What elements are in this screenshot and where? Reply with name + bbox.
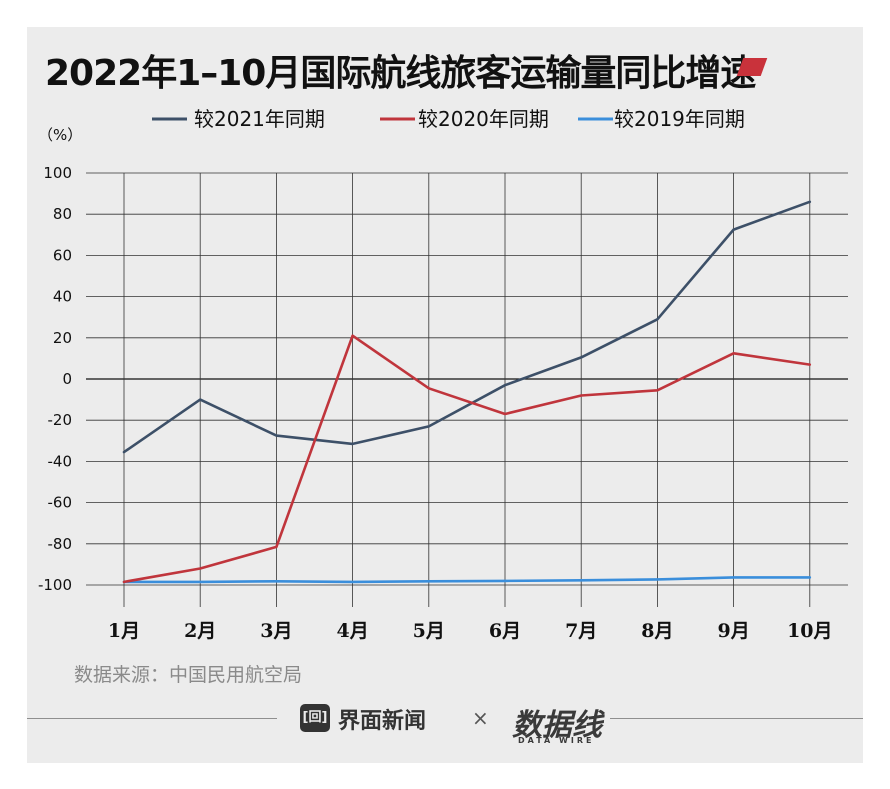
- jiemian-brand-name: 界面新闻: [338, 709, 427, 734]
- footer-divider-right: [610, 718, 863, 719]
- x-tick-label: 6月: [489, 620, 521, 642]
- data-source: 数据来源：中国民用航空局: [74, 664, 303, 686]
- chart-title: 2022年1–10月国际航线旅客运输量同比增速: [45, 53, 756, 94]
- y-tick-label: -40: [48, 452, 73, 470]
- x-tick-label: 1月: [108, 620, 140, 642]
- legend-label: 较2021年同期: [194, 107, 325, 131]
- data-wire-logo-subtext: DATA WIRE: [518, 736, 595, 745]
- x-tick-label: 4月: [336, 620, 368, 642]
- legend-label: 较2020年同期: [418, 107, 549, 131]
- cross-symbol: ×: [472, 706, 489, 730]
- x-tick-label: 2月: [184, 620, 216, 642]
- y-tick-label: 20: [53, 329, 72, 347]
- y-tick-label: 60: [53, 246, 72, 264]
- x-axis-ticks: 1月 2月 3月 4月 5月 6月 7月 8月 9月 10月: [108, 620, 833, 642]
- x-tick-label: 7月: [565, 620, 597, 642]
- y-tick-label: -80: [48, 535, 73, 553]
- x-tick-label: 9月: [717, 620, 749, 642]
- jiemian-logo-icon: [回]: [300, 704, 330, 732]
- legend-label: 较2019年同期: [614, 107, 745, 131]
- x-tick-label: 3月: [260, 620, 292, 642]
- x-tick-label: 8月: [641, 620, 673, 642]
- series-lines: [122, 200, 812, 584]
- series-line-0: [122, 200, 812, 454]
- legend: 较2021年同期 较2020年同期 较2019年同期: [152, 107, 745, 131]
- y-axis-ticks: 100 80 60 40 20 0 -20 -40 -60 -80 -100: [38, 164, 72, 594]
- y-tick-label: 40: [53, 288, 72, 306]
- y-axis-unit-label: （%）: [38, 126, 82, 144]
- y-tick-label: -100: [38, 576, 72, 594]
- series-line-1: [122, 334, 812, 584]
- y-tick-label: -20: [48, 411, 73, 429]
- footer-divider-left: [27, 718, 277, 719]
- series-line-2: [122, 576, 812, 584]
- y-tick-label: 80: [53, 205, 72, 223]
- x-tick-label: 5月: [413, 620, 445, 642]
- y-tick-label: 0: [62, 370, 72, 388]
- gridlines: [86, 172, 848, 607]
- x-tick-label: 10月: [787, 620, 832, 642]
- data-wire-logo-text: 数据线: [512, 708, 602, 743]
- data-wire-logo: 数据线 DATA WIRE: [512, 700, 602, 750]
- y-tick-label: 100: [43, 164, 72, 182]
- y-tick-label: -60: [48, 494, 73, 512]
